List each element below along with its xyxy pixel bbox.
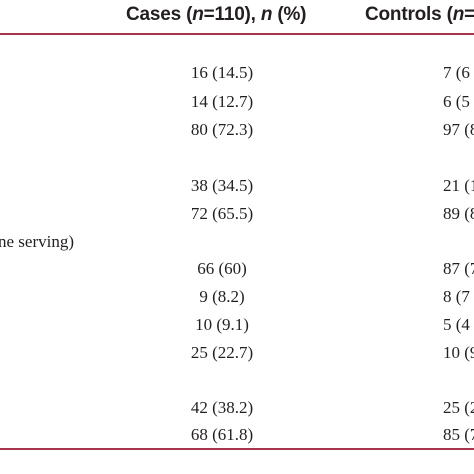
controls-cell: 85 (7 [443, 425, 474, 444]
controls-cell: 8 (7 [443, 287, 470, 306]
cases-header-n2: n [260, 4, 273, 25]
cases-cell: 66 (60) [197, 259, 247, 278]
controls-cell: 89 (8 [443, 204, 474, 223]
controls-header-suffix: = [464, 4, 474, 25]
cases-cell: 16 (14.5) [190, 63, 254, 82]
cases-cell: 14 (12.7) [190, 92, 254, 111]
cases-header-prefix: Cases ( [126, 4, 193, 25]
controls-cell: 7 (6 [443, 63, 470, 82]
controls-cell: 6 (5 [443, 92, 470, 111]
controls-header-prefix: Controls ( [365, 4, 453, 25]
controls-cell: 21 (1 [443, 176, 474, 195]
controls-cell: 5 (4 [443, 315, 470, 334]
controls-cell: 87 (7 [443, 259, 474, 278]
controls-header-n: n [452, 4, 465, 25]
cases-cell: 68 (61.8) [190, 425, 254, 444]
footer-rule [0, 448, 474, 450]
cases-cell: 25 (22.7) [190, 343, 254, 362]
controls-column-header: Controls (n= [365, 4, 474, 26]
cases-cell: 38 (34.5) [190, 176, 254, 195]
cases-cell: 72 (65.5) [190, 204, 254, 223]
cases-cell: 10 (9.1) [195, 315, 249, 334]
controls-cell: 97 (8 [443, 120, 474, 139]
header-rule [0, 33, 474, 35]
cases-header-mid: =110), [203, 4, 261, 25]
cases-header-n: n [192, 4, 204, 25]
cases-cell: 42 (38.2) [190, 398, 254, 417]
cases-cell: 9 (8.2) [199, 287, 245, 306]
cases-column-header: Cases (n=110), n (%) [126, 4, 306, 26]
row-label: ne serving) [0, 232, 75, 251]
controls-cell: 25 (2 [443, 398, 474, 417]
controls-cell: 10 (9 [443, 343, 474, 362]
cases-cell: 80 (72.3) [190, 120, 254, 139]
cases-header-suffix: (%) [272, 4, 307, 25]
